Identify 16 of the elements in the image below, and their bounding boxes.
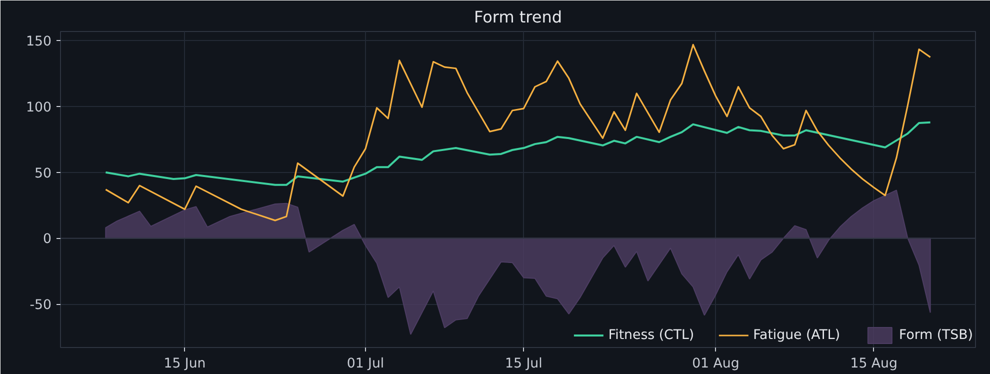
y-tick-label: 0 <box>43 232 52 248</box>
legend-label: Fitness (CTL) <box>608 328 694 342</box>
legend-label: Form (TSB) <box>899 328 973 342</box>
line-series <box>104 121 932 186</box>
y-tick-label: 150 <box>26 34 52 50</box>
y-tick-label: -50 <box>30 298 52 314</box>
x-tick-label: 01 Aug <box>692 356 740 372</box>
x-tick-label: 15 Jul <box>505 356 542 372</box>
legend-label: Fatigue (ATL) <box>753 328 840 342</box>
x-tick-label: 15 Aug <box>850 356 898 372</box>
x-tick-label: 01 Jul <box>346 356 384 372</box>
chart-title: Form trend <box>474 8 562 26</box>
line-series <box>104 44 932 222</box>
x-tick-label: 15 Jun <box>164 356 206 372</box>
y-tick-label: 50 <box>34 166 52 182</box>
y-tick-label: 100 <box>26 100 52 116</box>
